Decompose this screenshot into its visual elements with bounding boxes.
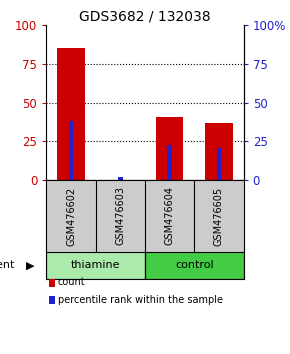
- Bar: [205, 123, 233, 180]
- Text: GSM476605: GSM476605: [214, 186, 224, 246]
- Bar: [46, 252, 145, 279]
- Bar: [118, 177, 123, 180]
- Bar: [49, 296, 55, 304]
- Bar: [156, 116, 183, 180]
- Text: thiamine: thiamine: [71, 260, 120, 270]
- Bar: [217, 148, 221, 180]
- Bar: [167, 144, 172, 180]
- Text: agent: agent: [0, 260, 15, 270]
- Text: count: count: [58, 278, 85, 287]
- Text: ▶: ▶: [26, 260, 35, 270]
- Text: GSM476604: GSM476604: [165, 187, 175, 245]
- Bar: [69, 121, 73, 180]
- Text: GSM476602: GSM476602: [66, 186, 76, 246]
- Bar: [145, 252, 244, 279]
- Text: GSM476603: GSM476603: [115, 187, 125, 245]
- Text: percentile rank within the sample: percentile rank within the sample: [58, 295, 223, 305]
- Title: GDS3682 / 132038: GDS3682 / 132038: [79, 10, 211, 24]
- Bar: [49, 279, 55, 287]
- Bar: [57, 48, 85, 180]
- Text: control: control: [175, 260, 214, 270]
